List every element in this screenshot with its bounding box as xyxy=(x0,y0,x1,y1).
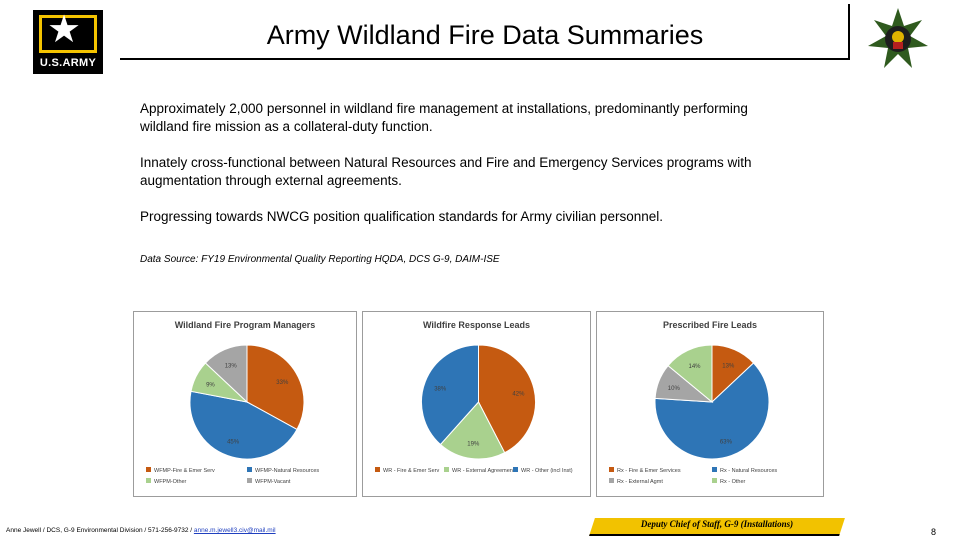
pie-slice xyxy=(667,344,713,404)
legend-swatch xyxy=(609,478,614,483)
pie-slice xyxy=(439,401,506,460)
legend-label: WR - Fire & Emer Serv xyxy=(383,468,439,474)
chart-title: Prescribed Fire Leads xyxy=(663,320,757,330)
chart-title: Wildfire Response Leads xyxy=(423,320,530,330)
legend-label: WR - External Agreement xyxy=(452,468,515,474)
legend-label: WFMP-Fire & Emer Serv xyxy=(154,468,215,474)
pie-slice xyxy=(204,344,248,404)
pie-slice xyxy=(246,344,305,431)
title-divider-vertical xyxy=(848,4,850,60)
pie-slice-label: 45% xyxy=(227,440,240,446)
bullet-item: Innately cross-functional between Natura… xyxy=(140,155,752,188)
pie-slice-label: 38% xyxy=(434,386,447,392)
legend-label: Rx - Fire & Emer Services xyxy=(617,468,681,474)
legend-label: WR - Other (incl Inst) xyxy=(521,468,573,474)
pie-slice xyxy=(654,362,770,460)
footer-banner-text: Deputy Chief of Staff, G-9 (Installation… xyxy=(640,519,794,529)
pie-slice-label: 63% xyxy=(720,440,733,446)
legend-swatch xyxy=(444,467,449,472)
army-emblem-icon xyxy=(868,8,928,68)
footer-contact-text: Anne Jewell / DCS, G-9 Environmental Div… xyxy=(6,527,194,534)
bullet-list: Approximately 2,000 personnel in wildlan… xyxy=(140,100,800,244)
legend-swatch xyxy=(146,467,151,472)
footer-contact: Anne Jewell / DCS, G-9 Environmental Div… xyxy=(6,527,276,534)
pie-slice xyxy=(189,390,298,460)
data-source-note: Data Source: FY19 Environmental Quality … xyxy=(140,254,500,265)
chart-program-managers: Wildland Fire Program Managers 33% 45% 9% 13… xyxy=(133,311,357,497)
legend-swatch xyxy=(247,467,252,472)
legend-label: WFMP-Natural Resources xyxy=(255,468,319,474)
pie-slice-label: 10% xyxy=(668,386,681,392)
pie-slice xyxy=(421,344,479,446)
legend-swatch xyxy=(712,478,717,483)
army-logo-text: U.S.ARMY xyxy=(39,57,97,69)
pie-slice-label: 19% xyxy=(467,442,480,448)
army-logo-frame xyxy=(39,15,97,53)
legend-swatch xyxy=(375,467,380,472)
chart-prescribed-fire-leads: Prescribed Fire Leads 13% 63% 10% 14% Rx - Fi… xyxy=(596,311,824,497)
legend-label: WFPM-Other xyxy=(154,479,187,485)
footer-email-link[interactable]: anne.m.jewell3.civ@mail.mil xyxy=(193,527,276,534)
chart-title: Wildland Fire Program Managers xyxy=(175,320,315,330)
legend-swatch xyxy=(609,467,614,472)
bullet-item: Approximately 2,000 personnel in wildlan… xyxy=(140,101,748,134)
legend-swatch xyxy=(712,467,717,472)
pie-slice xyxy=(478,344,536,454)
pie-slice-label: 9% xyxy=(206,382,215,388)
pie-slice-label: 13% xyxy=(722,363,735,369)
emblem-eagle-icon xyxy=(892,31,904,43)
emblem-shield-icon xyxy=(893,42,903,49)
star-icon: ★ xyxy=(47,9,82,51)
page-number: 8 xyxy=(931,527,937,537)
pie-slice-label: 14% xyxy=(688,364,701,370)
legend-swatch xyxy=(146,478,151,483)
chart-wildfire-response-leads: Wildfire Response Leads 42% 19% 38% WR - Fir… xyxy=(362,311,591,497)
pie-slice-label: 42% xyxy=(512,391,525,397)
legend-swatch xyxy=(247,478,252,483)
pie-chart-svg: Wildfire Response Leads 42% 19% 38% WR - Fir… xyxy=(375,320,573,474)
page-title: Army Wildland Fire Data Summaries xyxy=(266,20,704,50)
pie-chart-svg: Prescribed Fire Leads 13% 63% 10% 14% Rx - Fi… xyxy=(609,320,777,485)
legend-label: WFPM-Vacant xyxy=(255,479,291,485)
legend-label: Rx - Natural Resources xyxy=(720,468,777,474)
legend-swatch xyxy=(513,467,518,472)
legend-label: Rx - Other xyxy=(720,479,746,485)
bullet-item: Progressing towards NWCG position qualif… xyxy=(140,209,663,224)
army-logo: ★ U.S.ARMY xyxy=(33,10,103,74)
pie-slice-label: 13% xyxy=(225,363,238,369)
pie-chart-svg: Wildland Fire Program Managers 33% 45% 9% 13… xyxy=(146,320,319,485)
pie-slice-label: 33% xyxy=(276,380,289,386)
title-divider xyxy=(120,58,848,60)
legend-label: Rx - External Agmt xyxy=(617,479,663,485)
